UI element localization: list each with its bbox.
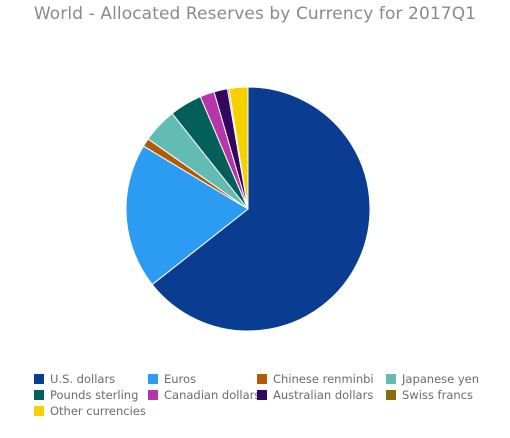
legend-item-other-currencies[interactable]: Other currencies xyxy=(34,403,146,419)
legend-item-pounds-sterling[interactable]: Pounds sterling xyxy=(34,387,138,403)
legend-item-canadian-dollars[interactable]: Canadian dollars xyxy=(148,387,260,403)
legend-label: U.S. dollars xyxy=(50,372,116,386)
legend-label: Swiss francs xyxy=(402,388,473,402)
legend-item-swiss-francs[interactable]: Swiss francs xyxy=(386,387,473,403)
legend-label: Pounds sterling xyxy=(50,388,139,402)
legend-swatch xyxy=(34,390,44,400)
legend-label: Euros xyxy=(164,372,197,386)
pie-slice-u-s-dollars xyxy=(151,86,371,332)
legend-item-japanese-yen[interactable]: Japanese yen xyxy=(386,371,479,387)
legend-swatch xyxy=(34,406,44,416)
legend-label: Japanese yen xyxy=(402,372,480,386)
legend-swatch xyxy=(386,390,396,400)
legend-item-u-s-dollars[interactable]: U.S. dollars xyxy=(34,371,115,387)
legend-swatch xyxy=(257,390,267,400)
legend-label: Other currencies xyxy=(50,404,146,418)
chart-title: World - Allocated Reserves by Currency f… xyxy=(33,4,477,24)
legend-label: Australian dollars xyxy=(273,388,374,402)
pie-slice-other-currencies xyxy=(228,86,249,210)
legend-swatch xyxy=(386,374,396,384)
legend-swatch xyxy=(257,374,267,384)
pie-slices xyxy=(125,86,371,332)
legend-item-euros[interactable]: Euros xyxy=(148,371,196,387)
legend-swatch xyxy=(34,374,44,384)
legend-item-australian-dollars[interactable]: Australian dollars xyxy=(257,387,373,403)
legend-item-chinese-renminbi[interactable]: Chinese renminbi xyxy=(257,371,374,387)
legend-swatch xyxy=(148,390,158,400)
legend-swatch xyxy=(148,374,158,384)
legend-label: Canadian dollars xyxy=(164,388,261,402)
legend-label: Chinese renminbi xyxy=(273,372,374,386)
pie-slice-euros xyxy=(125,145,249,286)
